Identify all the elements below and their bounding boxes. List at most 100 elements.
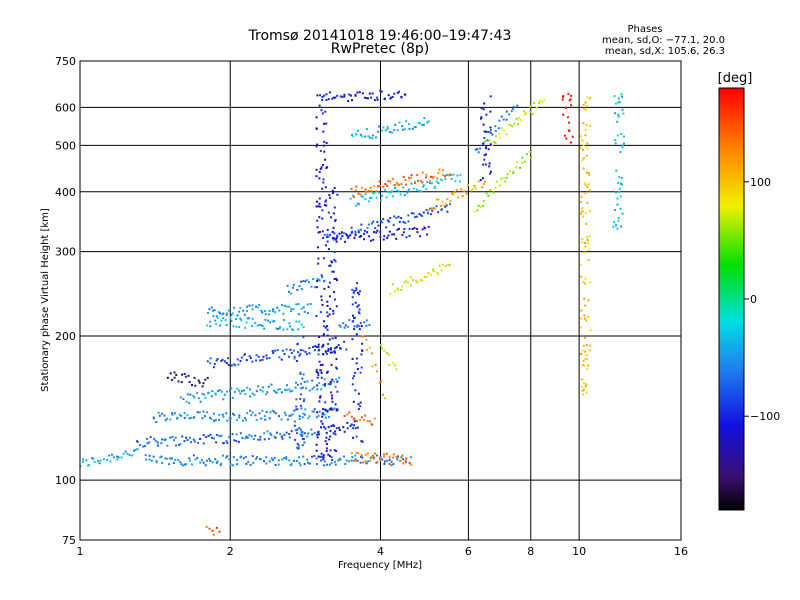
data-point (353, 236, 356, 239)
data-point (299, 404, 302, 407)
data-point (357, 231, 360, 234)
data-point (476, 148, 479, 151)
data-point (248, 355, 251, 358)
data-point (174, 458, 177, 461)
data-point (230, 364, 233, 367)
data-point (334, 430, 336, 433)
data-point (588, 210, 591, 213)
data-point (209, 433, 212, 436)
data-point (323, 233, 326, 236)
data-point (588, 349, 591, 352)
data-point (582, 103, 585, 106)
data-point (271, 310, 274, 313)
data-point (325, 443, 328, 445)
data-point (620, 225, 623, 228)
data-point (587, 172, 590, 174)
data-point (397, 288, 399, 291)
data-point (401, 454, 404, 457)
data-point (239, 306, 242, 309)
data-point (512, 170, 515, 173)
data-point (271, 350, 274, 353)
data-point (298, 320, 301, 323)
data-point (325, 463, 328, 466)
data-point (334, 298, 336, 301)
data-point (587, 259, 590, 262)
data-point (171, 379, 174, 381)
data-point (168, 463, 171, 466)
data-point (146, 442, 149, 445)
data-point (221, 454, 224, 457)
data-point (358, 293, 360, 296)
data-point (473, 184, 476, 187)
data-point (425, 176, 428, 179)
data-point (485, 113, 488, 116)
data-point (218, 419, 221, 421)
data-point (329, 380, 332, 383)
data-point (365, 462, 368, 465)
data-point (437, 273, 440, 276)
data-point (355, 362, 358, 365)
data-point (98, 462, 101, 465)
data-point (515, 117, 518, 120)
data-point (93, 461, 96, 463)
data-point (361, 440, 364, 443)
data-point (269, 321, 271, 324)
data-point (322, 257, 325, 260)
data-point (220, 434, 223, 437)
data-point (471, 188, 474, 191)
data-point (328, 281, 331, 284)
data-point (316, 200, 318, 203)
data-point (352, 377, 354, 380)
data-point (481, 186, 484, 189)
data-point (244, 352, 246, 355)
data-point (183, 440, 186, 443)
data-point (324, 326, 327, 329)
data-point (509, 123, 512, 126)
data-point (164, 457, 167, 460)
data-point (446, 198, 449, 201)
data-point (240, 319, 243, 322)
data-point (318, 197, 321, 200)
chart-subtitle: RwPretec (8p) (331, 41, 429, 57)
data-point (244, 456, 247, 458)
data-point (386, 184, 389, 187)
data-point (492, 140, 495, 143)
data-point (525, 153, 528, 156)
data-point (264, 310, 266, 312)
data-point (379, 344, 382, 347)
data-point (333, 424, 336, 427)
data-point (268, 417, 271, 420)
data-point (359, 133, 362, 136)
data-point (620, 133, 623, 135)
data-point (617, 115, 620, 118)
data-point (149, 436, 152, 439)
data-point (373, 192, 376, 195)
data-point (310, 428, 313, 431)
data-point (416, 188, 419, 191)
data-point (324, 158, 327, 161)
data-point (324, 110, 327, 113)
data-point (614, 139, 617, 142)
data-point (193, 416, 196, 419)
data-point (259, 435, 262, 438)
data-point (396, 129, 399, 132)
data-point (410, 174, 413, 177)
data-point (283, 411, 286, 414)
data-point (585, 344, 588, 347)
data-point (336, 279, 338, 282)
data-point (236, 314, 239, 317)
data-point (210, 436, 213, 439)
y-axis-label: Stationary phase Virtual Height [km] (40, 208, 51, 392)
data-point (333, 251, 336, 253)
data-point (584, 245, 587, 248)
data-point (404, 93, 407, 96)
data-point (374, 452, 377, 455)
data-point (386, 352, 389, 355)
data-point (238, 310, 241, 313)
data-point (313, 455, 316, 457)
data-point (349, 424, 352, 427)
data-point (543, 99, 546, 102)
data-point (363, 229, 366, 232)
data-point (96, 460, 99, 463)
data-point (313, 386, 316, 389)
